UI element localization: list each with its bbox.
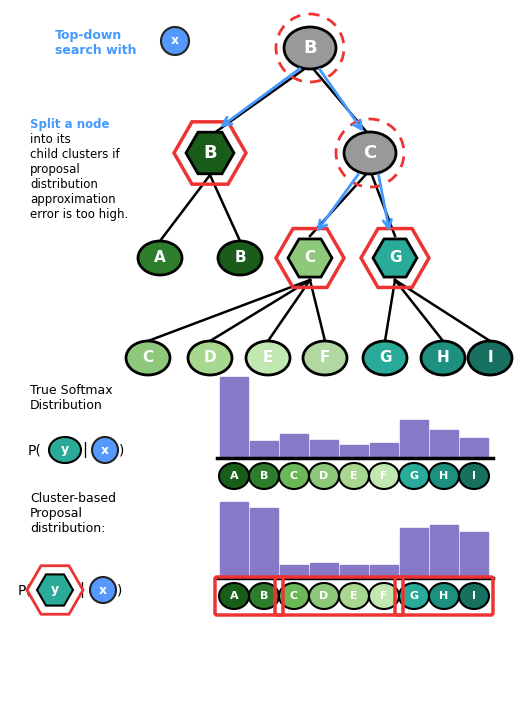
Ellipse shape xyxy=(459,463,489,489)
Ellipse shape xyxy=(399,463,429,489)
Bar xyxy=(460,438,488,458)
Circle shape xyxy=(90,577,116,603)
Text: |: | xyxy=(83,442,87,458)
Ellipse shape xyxy=(429,583,459,609)
Ellipse shape xyxy=(219,583,249,609)
Bar xyxy=(430,430,458,458)
Text: D: D xyxy=(319,471,329,481)
Text: H: H xyxy=(439,471,449,481)
Ellipse shape xyxy=(279,583,309,609)
Text: E: E xyxy=(350,471,358,481)
Text: G: G xyxy=(409,471,419,481)
Bar xyxy=(280,566,308,578)
Text: I: I xyxy=(472,471,476,481)
Text: ): ) xyxy=(119,443,125,457)
Text: y: y xyxy=(51,583,59,597)
Ellipse shape xyxy=(138,241,182,275)
Bar xyxy=(430,525,458,578)
Ellipse shape xyxy=(369,463,399,489)
Bar xyxy=(220,377,248,458)
Text: ): ) xyxy=(117,583,123,597)
Text: x: x xyxy=(171,35,179,47)
Text: G: G xyxy=(409,591,419,601)
Text: H: H xyxy=(437,350,449,365)
Text: B: B xyxy=(260,471,268,481)
Ellipse shape xyxy=(363,341,407,375)
Ellipse shape xyxy=(309,463,339,489)
Text: I: I xyxy=(472,591,476,601)
Ellipse shape xyxy=(459,583,489,609)
Circle shape xyxy=(92,437,118,463)
Text: P(: P( xyxy=(28,443,42,457)
Ellipse shape xyxy=(339,463,369,489)
Bar xyxy=(340,566,368,578)
Text: I: I xyxy=(487,350,493,365)
Text: F: F xyxy=(320,350,330,365)
Text: E: E xyxy=(350,591,358,601)
Ellipse shape xyxy=(309,583,339,609)
Ellipse shape xyxy=(279,463,309,489)
Bar xyxy=(310,440,338,458)
Ellipse shape xyxy=(429,463,459,489)
Ellipse shape xyxy=(246,341,290,375)
Text: Cluster-based
Proposal
distribution:: Cluster-based Proposal distribution: xyxy=(30,491,116,535)
Text: F: F xyxy=(380,471,388,481)
Text: B: B xyxy=(303,39,317,57)
Ellipse shape xyxy=(249,583,279,609)
Text: B: B xyxy=(260,591,268,601)
Text: Top-down
search with: Top-down search with xyxy=(55,29,137,57)
Bar xyxy=(340,445,368,458)
Text: B: B xyxy=(234,251,246,266)
Circle shape xyxy=(161,27,189,55)
Text: True Softmax
Distribution: True Softmax Distribution xyxy=(30,384,113,412)
Text: x: x xyxy=(99,583,107,597)
Text: G: G xyxy=(389,251,401,266)
Text: D: D xyxy=(319,591,329,601)
Bar xyxy=(310,563,338,578)
Bar xyxy=(250,441,278,458)
Ellipse shape xyxy=(218,241,262,275)
Ellipse shape xyxy=(369,583,399,609)
Ellipse shape xyxy=(468,341,512,375)
Text: y: y xyxy=(61,443,69,457)
Ellipse shape xyxy=(303,341,347,375)
Text: D: D xyxy=(204,350,216,365)
Text: C: C xyxy=(143,350,154,365)
Bar xyxy=(280,434,308,458)
Text: E: E xyxy=(263,350,273,365)
Text: C: C xyxy=(363,144,377,162)
Ellipse shape xyxy=(249,463,279,489)
Ellipse shape xyxy=(188,341,232,375)
Text: F: F xyxy=(380,591,388,601)
Text: G: G xyxy=(379,350,391,365)
Bar xyxy=(400,527,428,578)
Ellipse shape xyxy=(49,437,81,463)
Text: x: x xyxy=(101,443,109,457)
Text: C: C xyxy=(290,471,298,481)
Bar xyxy=(370,566,398,578)
Bar xyxy=(400,421,428,458)
Text: H: H xyxy=(439,591,449,601)
Text: Split a node: Split a node xyxy=(30,118,109,131)
Text: P(: P( xyxy=(18,583,32,597)
Bar xyxy=(220,503,248,578)
Text: into its
child clusters if
proposal
distribution
approximation
error is too high: into its child clusters if proposal dist… xyxy=(30,133,128,221)
Text: |: | xyxy=(79,582,85,598)
Bar xyxy=(370,442,398,458)
Ellipse shape xyxy=(344,132,396,174)
Text: C: C xyxy=(305,251,316,266)
Ellipse shape xyxy=(126,341,170,375)
Ellipse shape xyxy=(339,583,369,609)
Text: A: A xyxy=(230,591,238,601)
Bar xyxy=(460,532,488,578)
Bar xyxy=(250,508,278,578)
Text: A: A xyxy=(230,471,238,481)
Ellipse shape xyxy=(421,341,465,375)
Ellipse shape xyxy=(284,27,336,69)
Text: A: A xyxy=(154,251,166,266)
Text: B: B xyxy=(203,144,217,162)
Text: C: C xyxy=(290,591,298,601)
Ellipse shape xyxy=(219,463,249,489)
Ellipse shape xyxy=(399,583,429,609)
